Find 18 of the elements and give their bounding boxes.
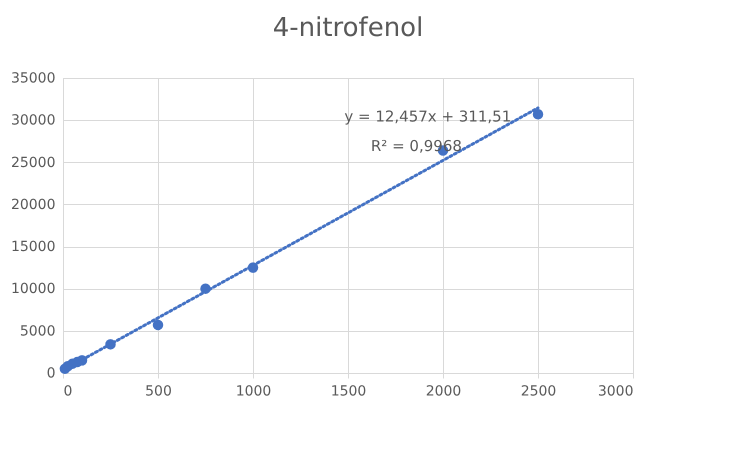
y-tick-label: 5000 [20, 323, 56, 340]
x-tick-label: 0 [64, 384, 72, 400]
y-tick-label: 10000 [10, 281, 56, 298]
x-tick-label: 3000 [598, 384, 634, 400]
x-tick-label: 500 [145, 384, 172, 400]
y-tick-label: 35000 [10, 70, 56, 86]
y-tick-label: 0 [46, 366, 56, 382]
annotation: R² = 0,9968 [370, 136, 462, 155]
x-tick-label: 2000 [426, 384, 462, 400]
y-tick-label: 25000 [10, 154, 56, 171]
x-tick-label: 1500 [330, 384, 366, 400]
annotation: y = 12,457x + 311,51 [344, 107, 512, 126]
y-tick-label: 20000 [10, 196, 56, 213]
x-tick-label: 1000 [236, 384, 272, 400]
x-tick-label: 2500 [520, 384, 556, 400]
y-tick-label: 15000 [10, 239, 56, 256]
y-tick-label: 30000 [10, 112, 56, 129]
chart-title: 4-nitrofenol [272, 13, 424, 43]
